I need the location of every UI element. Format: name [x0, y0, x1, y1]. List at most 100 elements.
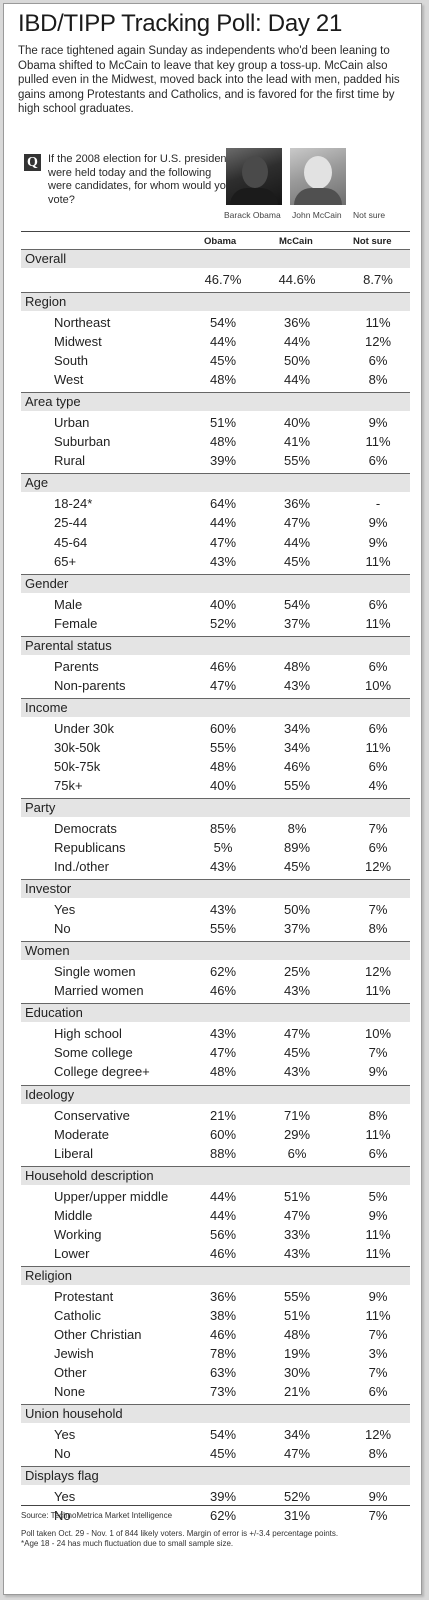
row-label: Working [54, 1226, 102, 1242]
not-sure-value: 6% [368, 353, 388, 369]
not-sure-value: 7% [368, 1326, 388, 1342]
not-sure-value: 12% [364, 1427, 392, 1443]
mccain-value: 47% [283, 1026, 311, 1042]
section-header-gender: Gender [21, 573, 410, 593]
header-top-rule [21, 231, 410, 232]
not-sure-value: 7% [368, 1045, 388, 1061]
section-header-region: Region [21, 292, 410, 312]
table-row: Working 56% 33% 11% [21, 1225, 410, 1244]
table-row: Yes 43% 50% 7% [21, 900, 410, 919]
table-row: Lower 46% 43% 11% [21, 1244, 410, 1263]
table-row: Yes 54% 34% 12% [21, 1425, 410, 1444]
obama-value: 47% [209, 1045, 237, 1061]
mccain-value: 21% [283, 1384, 311, 1400]
row-label: Republicans [54, 840, 126, 856]
obama-value: 48% [209, 1064, 237, 1080]
section-header-religion: Religion [21, 1265, 410, 1285]
table-row: Non-parents 47% 43% 10% [21, 676, 410, 695]
column-header-obama: Obama [204, 236, 237, 247]
obama-value: 44% [209, 1207, 237, 1223]
caption-not-sure: Not sure [353, 210, 386, 220]
table-row: Upper/upper middle 44% 51% 5% [21, 1187, 410, 1206]
row-label: 45-64 [54, 534, 88, 550]
not-sure-value: 8% [368, 372, 388, 388]
mccain-value: 52% [283, 1489, 311, 1505]
not-sure-value: 8% [368, 1107, 388, 1123]
obama-value: 40% [209, 596, 237, 612]
row-label: Democrats [54, 821, 117, 836]
not-sure-value: 11% [365, 1226, 391, 1242]
not-sure-value: 7% [368, 1365, 388, 1381]
not-sure-value: 5% [368, 1188, 388, 1204]
infographic-frame: IBD/TIPP Tracking Poll: Day 21 The race … [3, 3, 422, 1595]
mccain-value: 36% [283, 496, 311, 512]
obama-value: 51% [209, 415, 237, 431]
not-sure-value: - [375, 496, 381, 512]
table-row: No 62% 31% 7% [21, 1506, 410, 1525]
row-label: Under 30k [54, 720, 114, 736]
obama-value: 54% [209, 315, 237, 331]
row-label: Jewish [54, 1346, 94, 1361]
obama-value: 46.7% [204, 272, 242, 287]
section-header-area-type: Area type [21, 392, 410, 412]
obama-value: 62% [209, 1508, 237, 1524]
table-row: 75k+ 40% 55% 4% [21, 776, 410, 795]
mccain-value: 48% [283, 1326, 311, 1342]
table-row: Moderate 60% 29% 11% [21, 1125, 410, 1144]
obama-value: 60% [209, 720, 237, 736]
mccain-value: 43% [283, 1245, 311, 1261]
row-label: Male [54, 596, 83, 612]
not-sure-value: 9% [368, 1064, 388, 1080]
table-row: 45-64 47% 44% 9% [21, 533, 410, 552]
mccain-value: 44% [283, 334, 311, 350]
table-row: Ind./other 43% 45% 12% [21, 857, 410, 876]
table-row: High school 43% 47% 10% [21, 1024, 410, 1043]
section-header-education: Education [21, 1003, 410, 1023]
table-row: Some college 47% 45% 7% [21, 1043, 410, 1062]
not-sure-value: 8% [368, 921, 388, 937]
obama-value: 5% [213, 840, 233, 856]
not-sure-value: 7% [368, 1508, 388, 1524]
section-header-women: Women [21, 941, 410, 961]
mccain-value: 8% [287, 821, 307, 836]
not-sure-value: 7% [368, 902, 388, 918]
obama-value: 56% [209, 1226, 237, 1242]
mccain-value: 51% [283, 1307, 311, 1323]
row-label: 18-24* [54, 496, 93, 512]
obama-value: 44% [209, 334, 237, 350]
mccain-value: 37% [283, 615, 311, 631]
mccain-value: 44% [283, 372, 311, 388]
table-row: 46.7% 44.6% 8.7% [21, 270, 410, 289]
row-label: Liberal [54, 1145, 94, 1161]
mccain-value: 47% [283, 1207, 311, 1223]
mccain-value: 34% [283, 1427, 311, 1443]
obama-value: 40% [209, 777, 237, 793]
row-label: 65+ [54, 553, 77, 569]
not-sure-value: 6% [368, 840, 388, 856]
not-sure-value: 9% [368, 1288, 388, 1304]
question-text: If the 2008 election for U.S. president … [48, 153, 233, 206]
obama-value: 43% [209, 1026, 237, 1042]
table-row: Protestant 36% 55% 9% [21, 1287, 410, 1306]
row-label: Ind./other [54, 859, 109, 875]
row-label: Midwest [54, 334, 102, 350]
not-sure-value: 6% [368, 658, 388, 674]
table-row: 50k-75k 48% 46% 6% [21, 757, 410, 776]
mccain-value: 44% [283, 534, 311, 550]
not-sure-value: 11% [365, 1126, 391, 1142]
table-row: Middle 44% 47% 9% [21, 1206, 410, 1225]
not-sure-value: 9% [368, 534, 388, 550]
mccain-value: 43% [283, 983, 311, 999]
mccain-value: 48% [283, 658, 311, 674]
mccain-value: 19% [283, 1346, 311, 1361]
table-row: 65+ 43% 45% 11% [21, 552, 410, 571]
obama-value: 43% [209, 902, 237, 918]
column-header-mccain: McCain [279, 236, 313, 247]
obama-value: 63% [209, 1365, 237, 1381]
mccain-head-shape [304, 156, 332, 189]
obama-value: 48% [209, 372, 237, 388]
row-label: Parents [54, 658, 99, 674]
not-sure-value: 10% [364, 1026, 392, 1042]
table-row: Male 40% 54% 6% [21, 595, 410, 614]
not-sure-value: 11% [365, 434, 391, 450]
